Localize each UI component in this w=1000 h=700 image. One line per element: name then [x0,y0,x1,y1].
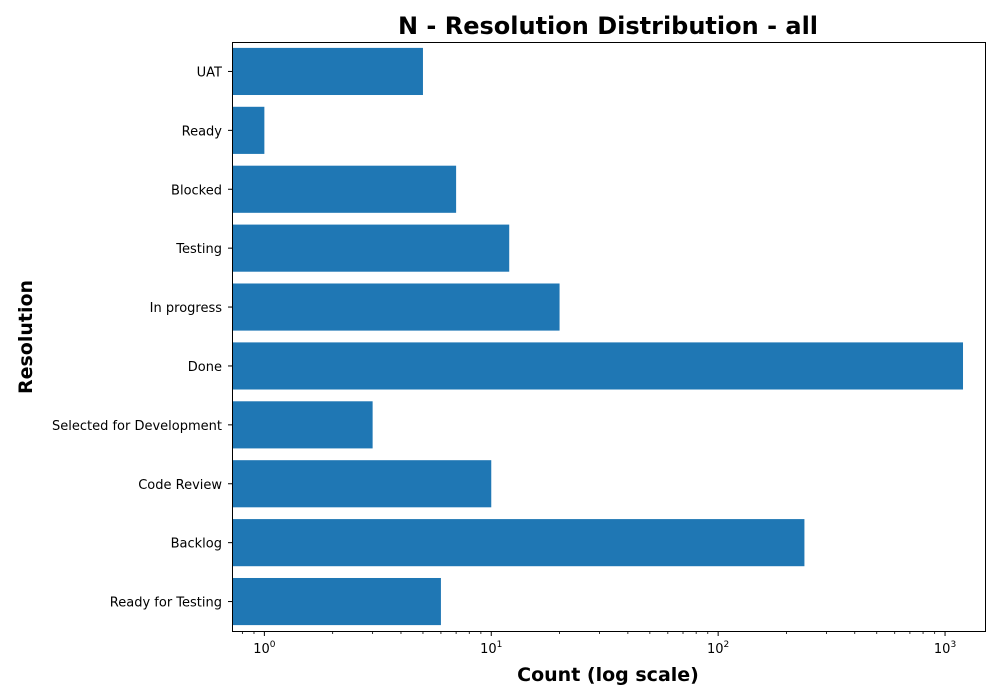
plot-frame [232,42,986,632]
chart-title: N - Resolution Distribution - all [398,12,818,40]
bar-testing [232,224,510,272]
y-tick-label: Code Review [138,478,222,493]
y-tick-label: Testing [175,242,222,257]
bar-in-progress [232,283,560,331]
y-tick-label: Blocked [171,183,222,198]
bar-ready [232,106,265,154]
y-tick-label: In progress [150,301,223,316]
x-tick-label: 102 [707,640,729,657]
ticks-group: UAT Ready Blocked Testing In progress Done Sel… [52,65,956,657]
bar-backlog [232,519,805,567]
y-tick-label: Ready for Testing [110,596,222,611]
bar-blocked [232,165,457,213]
x-axis-label: Count (log scale) [517,664,699,686]
bar-selected-for-development [232,401,373,449]
y-tick-label: Backlog [171,537,222,552]
y-tick-label: UAT [197,65,222,80]
x-tick-label: 100 [253,640,276,657]
y-tick-label: Done [188,360,222,375]
x-tick-label: 103 [934,640,956,657]
y-tick-label: Ready [182,124,223,139]
bar-done [232,342,964,390]
bar-code-review [232,460,492,508]
y-tick-label: Selected for Development [52,419,222,434]
y-axis-label: Resolution [15,280,37,394]
x-tick-label: 101 [480,640,502,657]
bar-ready-for-testing [232,577,441,626]
bars-group [232,47,964,626]
bar-uat [232,47,423,96]
